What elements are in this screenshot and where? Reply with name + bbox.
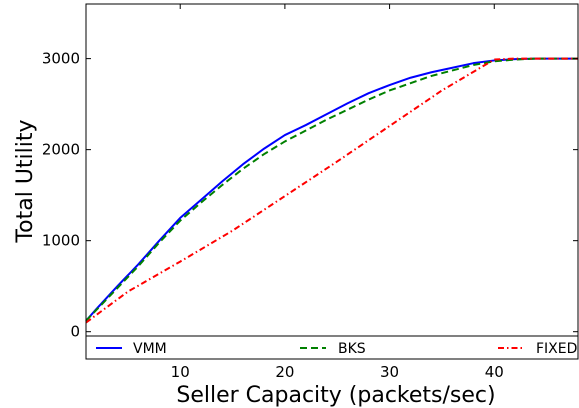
y-tick-label-3000: 3000 xyxy=(42,50,80,68)
x-tick-label-10: 10 xyxy=(171,363,190,381)
y-tick-label-0: 0 xyxy=(70,323,80,341)
plot-frame xyxy=(85,3,579,360)
y-tick-label-2000: 2000 xyxy=(42,141,80,159)
legend-label-vmm: VMM xyxy=(133,341,167,357)
x-tick-label-20: 20 xyxy=(275,363,294,381)
legend-label-fixed: FIXED xyxy=(536,341,577,357)
y-tick-label-1000: 1000 xyxy=(42,232,80,250)
y-axis-title: Total Utility xyxy=(13,119,38,243)
legend-box xyxy=(85,335,579,360)
series-line-fixed xyxy=(85,57,578,324)
series-line-bks xyxy=(85,57,578,322)
x-tick-label-30: 30 xyxy=(380,363,399,381)
x-axis-title: Seller Capacity (packets/sec) xyxy=(176,383,495,408)
series-layer xyxy=(85,57,578,324)
legend: VMM BKS FIXED xyxy=(85,335,579,360)
legend-label-bks: BKS xyxy=(338,341,366,357)
series-line-vmm xyxy=(85,57,578,322)
x-tick-label-40: 40 xyxy=(485,363,504,381)
